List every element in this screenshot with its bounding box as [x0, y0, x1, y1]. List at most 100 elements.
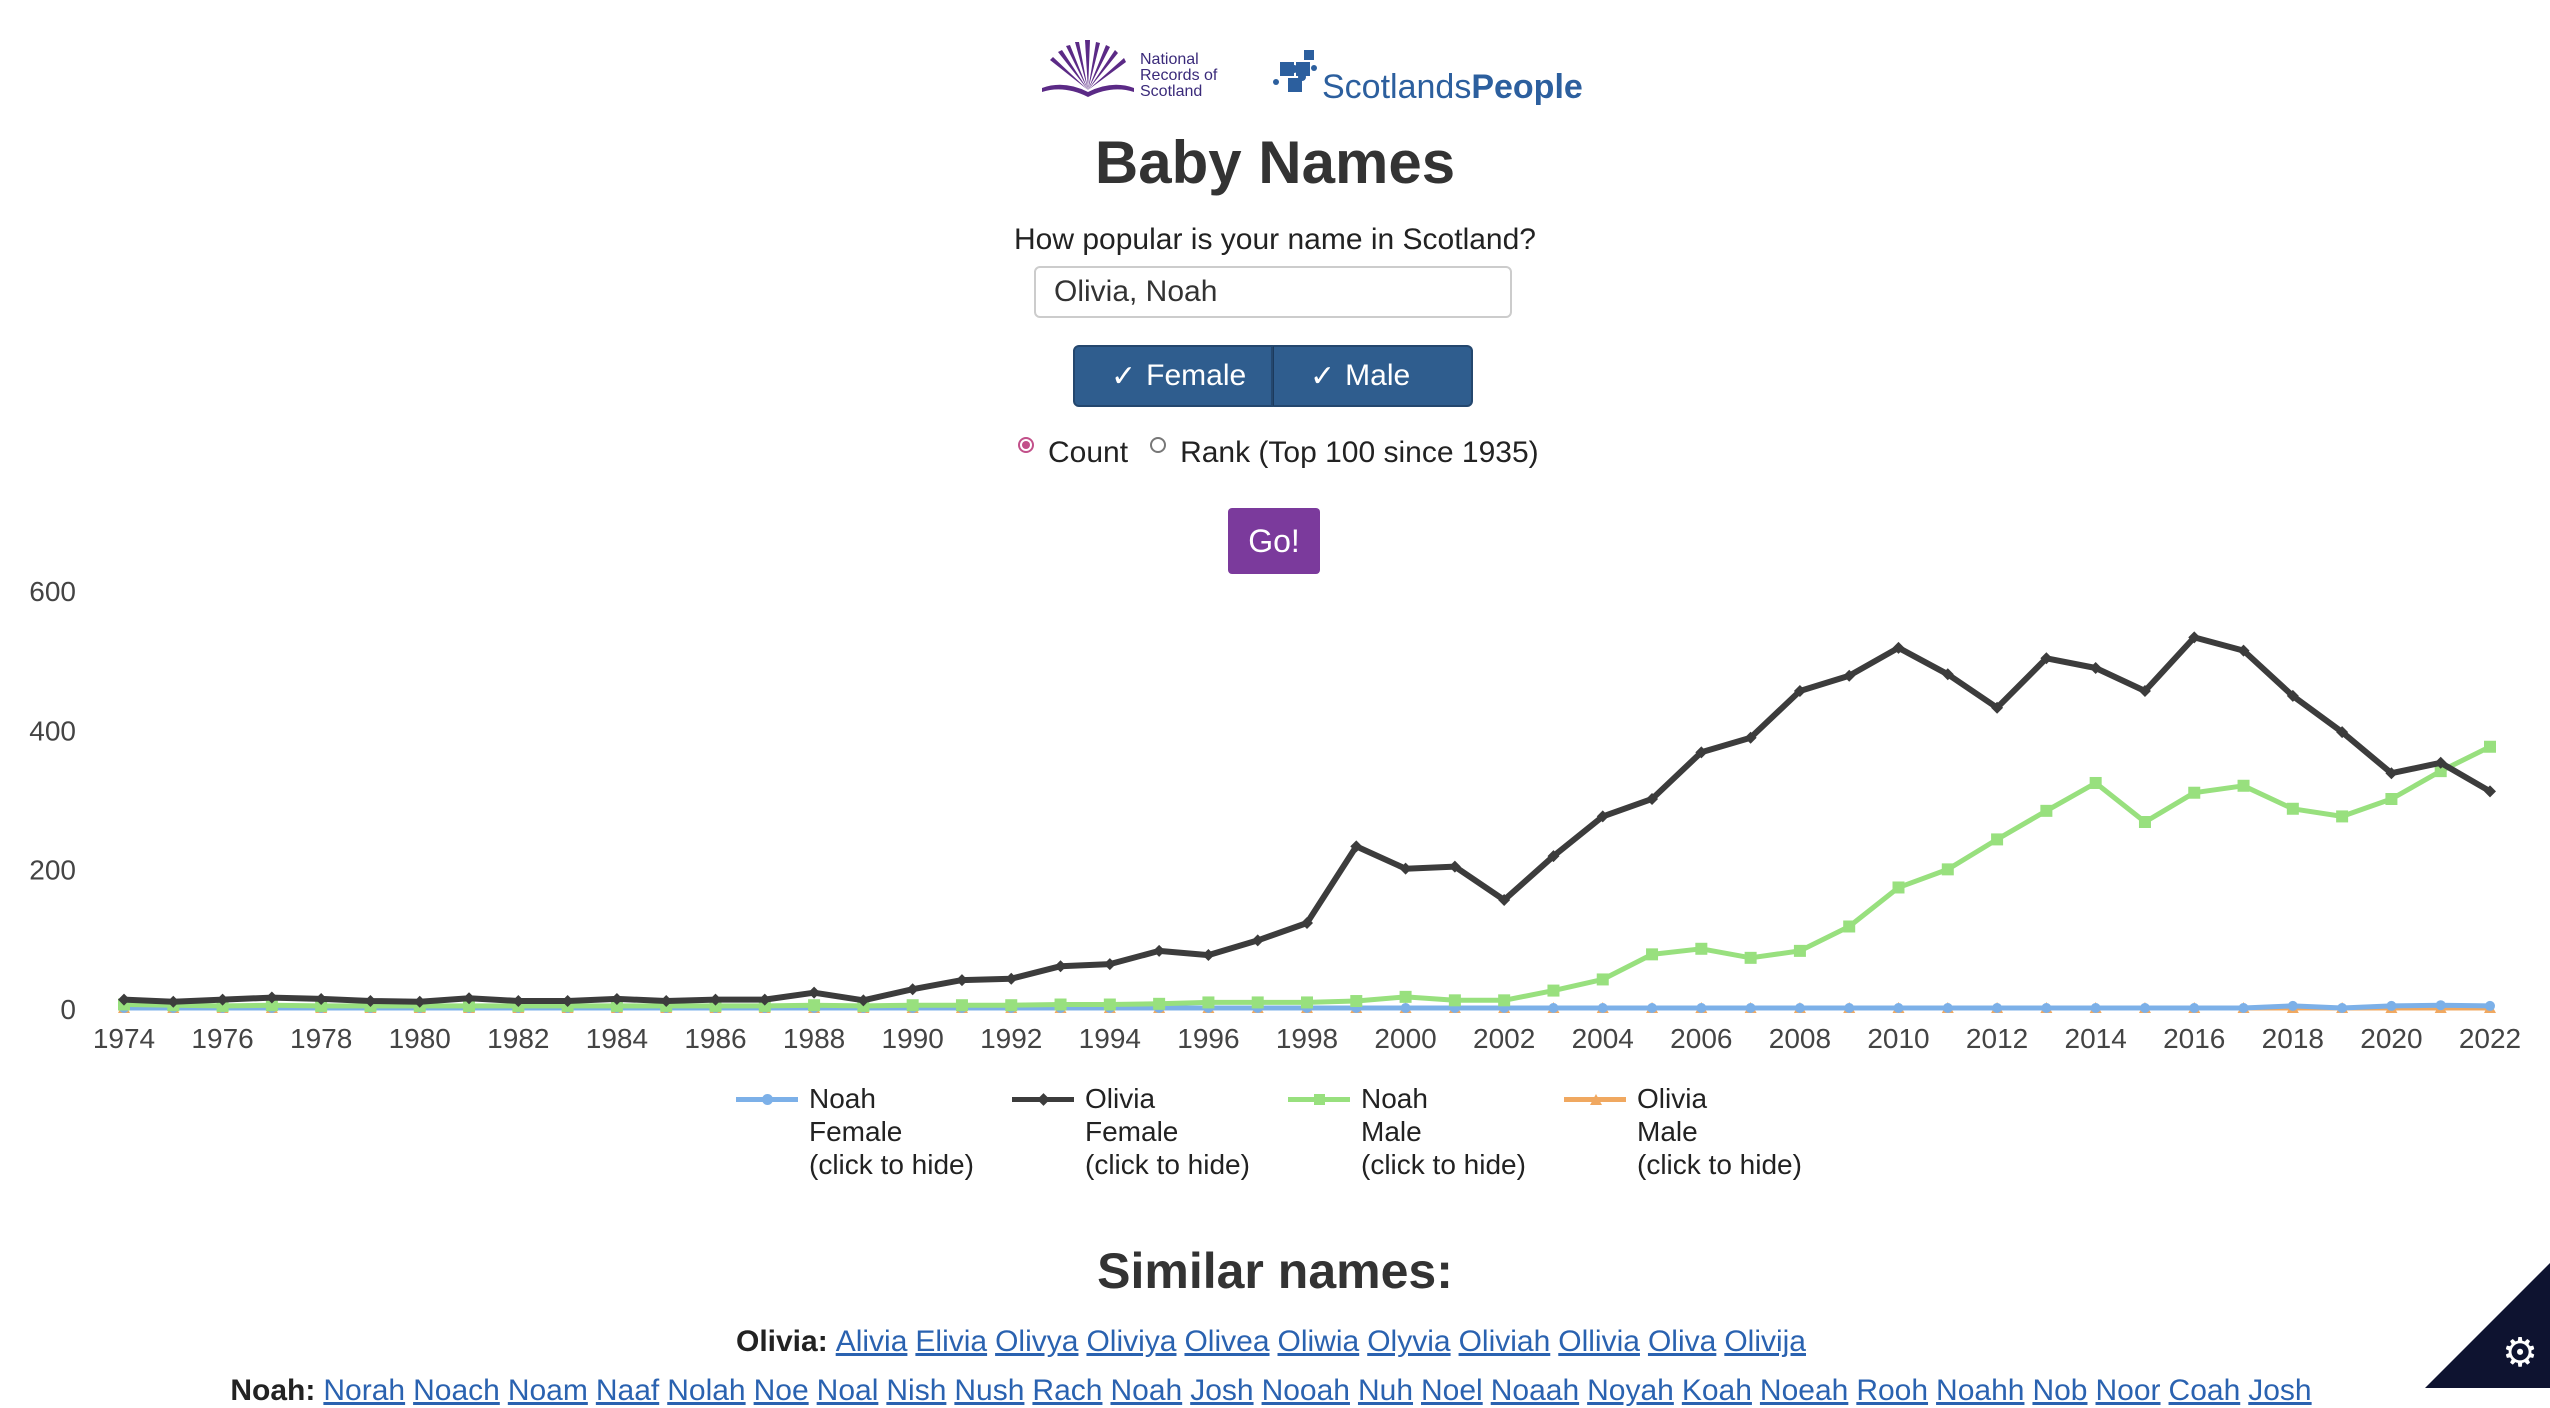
similar-name-link[interactable]: Noeah — [1759, 1374, 1849, 1407]
x-tick-label: 1980 — [389, 1023, 451, 1054]
similar-names-label: Olivia: — [735, 1325, 828, 1358]
data-point — [2435, 1000, 2446, 1011]
data-point — [1991, 701, 2004, 714]
data-point — [1942, 1003, 1953, 1013]
similar-name-link[interactable]: Rach — [1032, 1374, 1103, 1407]
data-point — [1350, 995, 1363, 1008]
x-tick-label: 1996 — [1177, 1023, 1239, 1054]
similar-name-link[interactable]: Ollivia — [1558, 1325, 1640, 1358]
similar-name-link[interactable]: Coah — [2168, 1374, 2241, 1407]
similar-name-link[interactable]: Rooh — [1856, 1374, 1929, 1407]
similar-name-link[interactable]: Noam — [507, 1374, 588, 1407]
data-point — [2337, 1003, 2348, 1013]
go-button[interactable]: Go! — [1228, 508, 1320, 574]
data-point — [2089, 662, 2102, 675]
female-toggle-button[interactable]: ✓ Female — [1073, 345, 1273, 407]
x-tick-label: 1994 — [1079, 1023, 1141, 1054]
similar-name-link[interactable]: Koah — [1681, 1374, 1752, 1407]
similar-name-link[interactable]: Nooah — [1261, 1374, 1350, 1407]
legend-label-line: Female — [1085, 1116, 1179, 1147]
rank-radio[interactable] — [1150, 437, 1167, 453]
similar-name-link[interactable]: Noah — [1110, 1374, 1183, 1407]
similar-name-link[interactable]: Noyah — [1587, 1374, 1674, 1407]
data-point — [660, 995, 673, 1008]
data-point — [2138, 685, 2151, 698]
data-point — [216, 993, 229, 1006]
similar-name-link[interactable]: Nuh — [1357, 1374, 1414, 1407]
similar-name-link[interactable]: Oliva — [1647, 1325, 1717, 1358]
similar-name-link[interactable]: Olivya — [995, 1325, 1079, 1358]
similar-names-noah: Noah: Norah Noach Noam Naaf Nolah Noe Noal Nish N… — [0, 1374, 2550, 1408]
similar-name-link[interactable]: Alivia — [835, 1325, 908, 1358]
legend-swatch-noah-male — [1288, 1094, 1350, 1105]
count-radio[interactable] — [1018, 437, 1034, 453]
data-point — [2188, 786, 2201, 799]
similar-name-link[interactable]: Noe — [753, 1374, 809, 1407]
name-search-input[interactable] — [1034, 266, 1512, 318]
data-point — [2336, 726, 2349, 739]
data-point — [906, 999, 919, 1012]
similar-name-link[interactable]: Oliviya — [1086, 1325, 1177, 1358]
x-tick-label: 1986 — [684, 1023, 746, 1054]
legend-label-line: (click to hide) — [809, 1149, 974, 1180]
x-tick-label: 1988 — [783, 1023, 845, 1054]
legend-label-line: Female — [809, 1116, 903, 1147]
x-tick-label: 2010 — [1867, 1023, 1929, 1054]
page-title: Baby Names — [1094, 129, 1456, 196]
similar-name-link[interactable]: Olivija — [1724, 1325, 1806, 1358]
data-point — [2286, 689, 2299, 702]
data-point — [1054, 960, 1067, 973]
data-point — [1695, 746, 1708, 759]
cookie-settings-corner[interactable] — [2425, 1263, 2550, 1388]
similar-name-link[interactable]: Josh — [1190, 1374, 1254, 1407]
similar-name-link[interactable]: Noor — [2095, 1374, 2161, 1407]
data-point — [1793, 685, 1806, 698]
y-tick-label: 200 — [29, 855, 76, 886]
legend-label-line: Noah — [809, 1083, 876, 1114]
data-point — [857, 994, 870, 1007]
legend-label-line: Olivia — [1085, 1083, 1156, 1114]
data-point — [758, 999, 771, 1012]
similar-name-link[interactable]: Norah — [323, 1374, 406, 1407]
legend-swatch-olivia-female — [1012, 1093, 1074, 1106]
similar-name-link[interactable]: Noel — [1421, 1374, 1483, 1407]
similar-name-link[interactable]: Noal — [816, 1374, 879, 1407]
data-point — [463, 999, 476, 1012]
data-point — [2189, 1003, 2200, 1013]
puzzle-icon — [1273, 50, 1317, 92]
similar-name-link[interactable]: Nolah — [667, 1374, 746, 1407]
data-point — [758, 993, 771, 1006]
data-point — [2188, 631, 2201, 644]
y-tick-label: 600 — [29, 576, 76, 607]
data-point — [315, 992, 328, 1005]
male-toggle-button[interactable]: ✓ Male — [1273, 345, 1473, 407]
nrs-logo[interactable]: National Records of Scotland — [1040, 40, 1240, 110]
data-point — [955, 999, 968, 1012]
similar-name-link[interactable]: Noahh — [1936, 1374, 2025, 1407]
similar-name-link[interactable]: Olivea — [1184, 1325, 1270, 1358]
data-point — [2336, 810, 2349, 823]
data-point — [561, 995, 574, 1008]
legend-label-line: (click to hide) — [1361, 1149, 1526, 1180]
similar-name-link[interactable]: Nish — [886, 1374, 947, 1407]
similar-name-link[interactable]: Oliwia — [1277, 1325, 1360, 1358]
similar-name-link[interactable]: Noaah — [1490, 1374, 1580, 1407]
scotlandspeople-logo[interactable]: ScotlandsPeople — [1270, 48, 1583, 108]
similar-name-link[interactable]: Oliviah — [1458, 1325, 1551, 1358]
rank-radio-label[interactable]: Rank (Top 100 since 1935) — [1180, 436, 1539, 469]
data-point — [1596, 810, 1609, 823]
gear-icon[interactable]: ⚙ — [2502, 1331, 2538, 1375]
data-point — [1498, 994, 1511, 1007]
similar-name-link[interactable]: Nush — [954, 1374, 1025, 1407]
similar-name-link[interactable]: Naaf — [595, 1374, 660, 1407]
data-point — [1399, 990, 1412, 1003]
data-point — [2484, 785, 2496, 798]
similar-name-link[interactable]: Elivia — [915, 1325, 988, 1358]
y-tick-label: 0 — [60, 994, 76, 1025]
similar-name-link[interactable]: Nob — [2032, 1374, 2088, 1407]
count-radio-label[interactable]: Count — [1048, 436, 1129, 469]
similar-name-link[interactable]: Josh — [2248, 1374, 2312, 1407]
data-point — [1251, 934, 1264, 947]
similar-name-link[interactable]: Olyvia — [1367, 1325, 1451, 1358]
similar-name-link[interactable]: Noach — [413, 1374, 500, 1407]
